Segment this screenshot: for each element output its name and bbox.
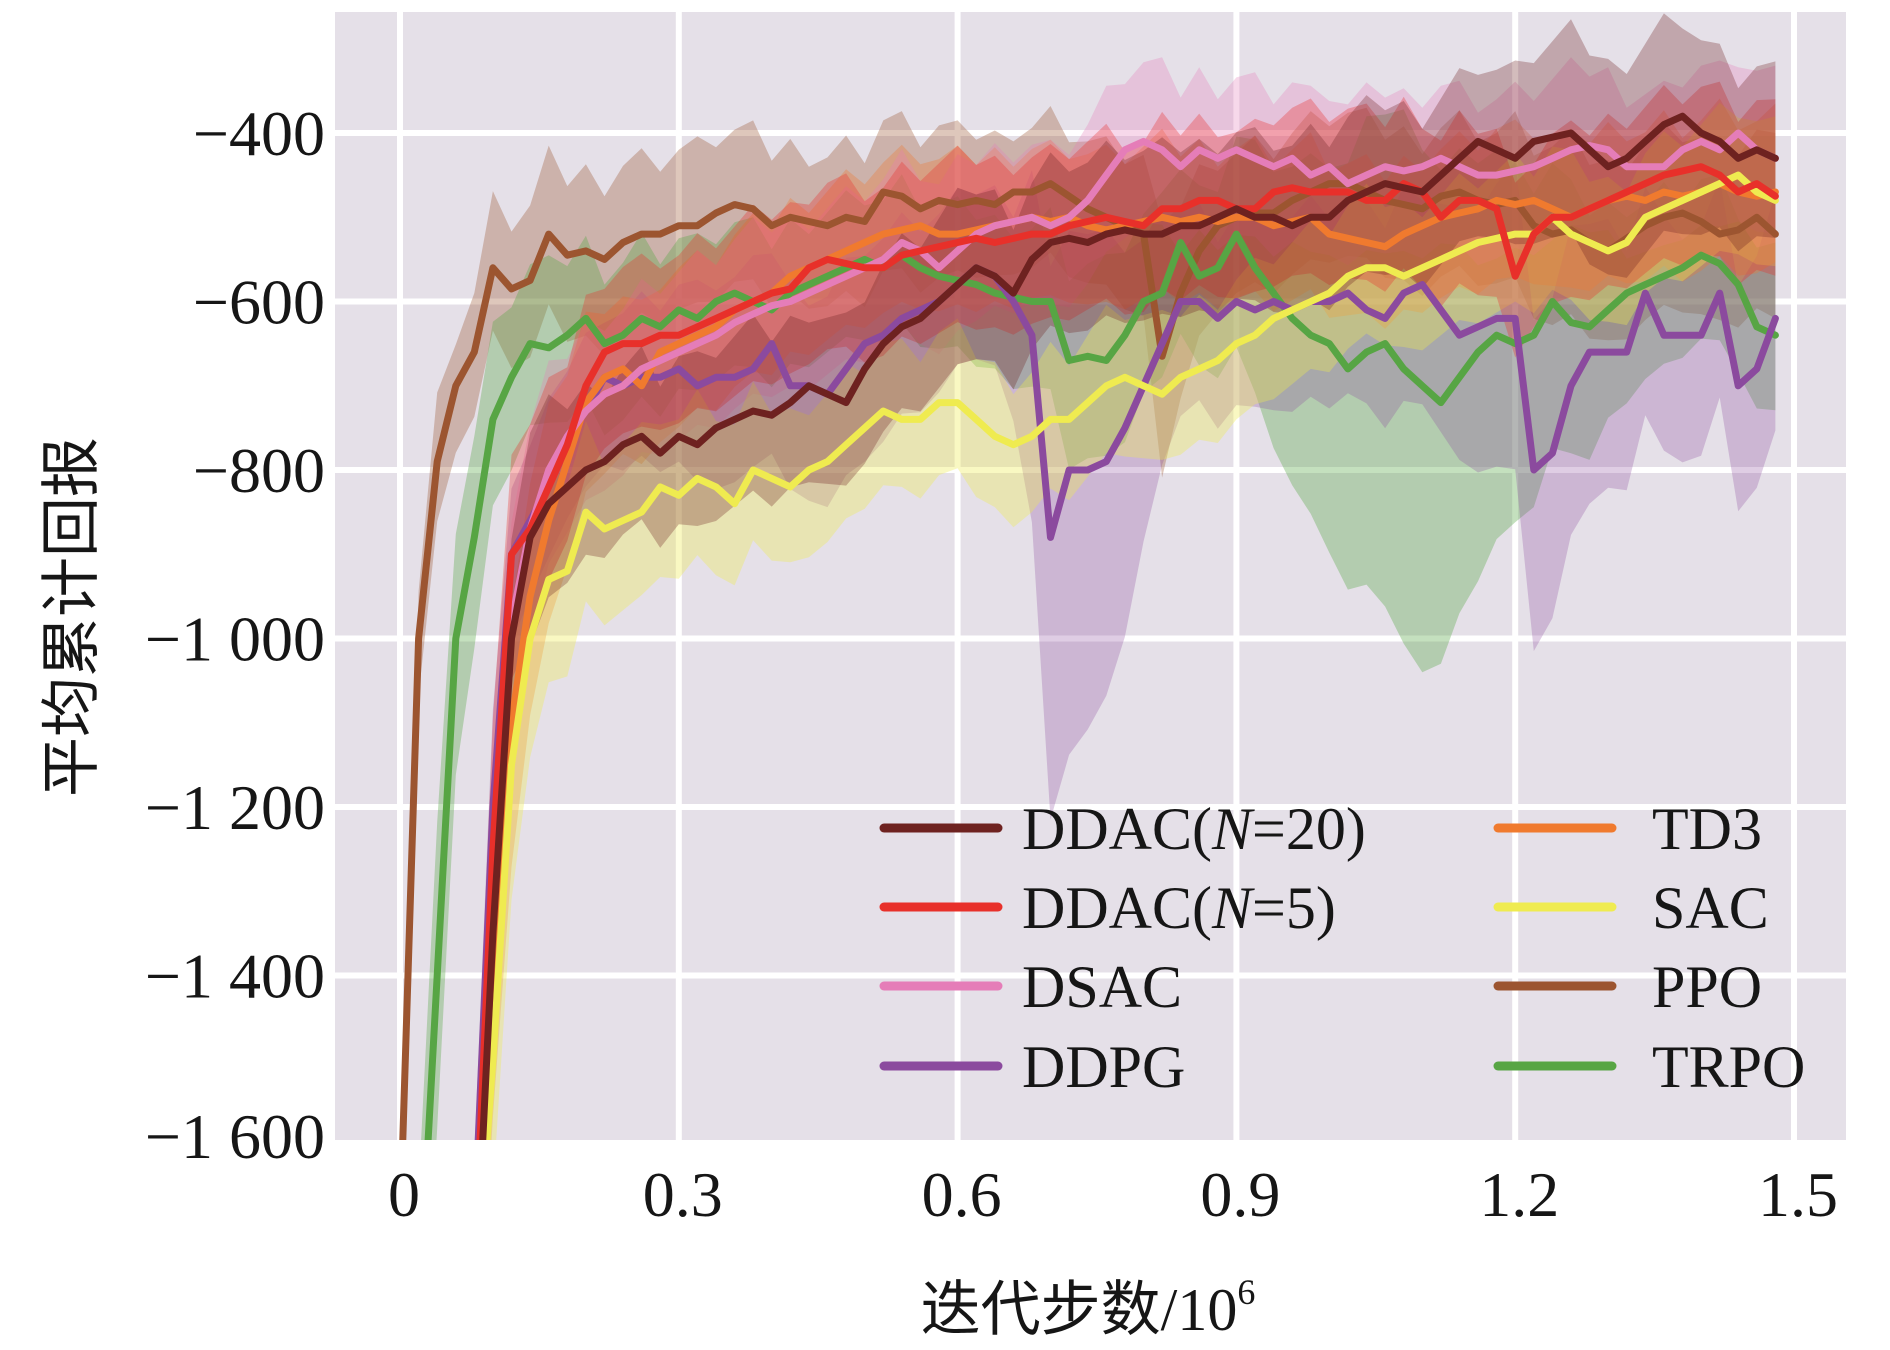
legend-item: TD3	[1493, 796, 1762, 862]
band-dsac	[475, 57, 1776, 1140]
y-tick-label: −1 600	[145, 1101, 325, 1172]
y-tick-label: −400	[193, 98, 325, 169]
x-tick-label: 0.3	[643, 1159, 723, 1230]
x-tick-labels: 0 0.3 0.6 0.9 1.2 1.5	[388, 1159, 1838, 1230]
x-tick-label: 0	[388, 1159, 420, 1230]
x-tick-label: 1.5	[1758, 1159, 1838, 1230]
x-axis-title-exponent: 6	[1237, 1272, 1255, 1312]
legend-item: TRPO	[1493, 1034, 1805, 1100]
band-sac	[482, 102, 1776, 1140]
y-tick-label: −1 200	[145, 772, 325, 843]
band-ddac-n-5-	[475, 81, 1776, 1140]
x-tick-label: 0.6	[922, 1159, 1002, 1230]
legend-label: SAC	[1652, 875, 1769, 941]
y-tick-label: −800	[193, 435, 325, 506]
legend-item: SAC	[1493, 875, 1769, 941]
legend-item: PPO	[1493, 954, 1762, 1020]
y-tick-labels: −400 −600 −800 −1 000 −1 200 −1 400 −1 600	[145, 98, 325, 1172]
legend-label: DDAC(N=5)	[1022, 875, 1336, 941]
y-tick-label: −1 400	[145, 941, 325, 1012]
legend-label: DSAC	[1022, 954, 1182, 1020]
legend: DDAC(N=20) DDAC(N=5) DSAC DDPG TD3 SAC PPO TRPO	[879, 796, 1805, 1100]
band-ppo	[402, 106, 1776, 1140]
x-axis-title: 迭代步数/106	[921, 1272, 1256, 1343]
legend-item: DDPG	[879, 1034, 1185, 1100]
series-lines	[399, 112, 1779, 1140]
x-tick-label: 1.2	[1479, 1159, 1559, 1230]
band-trpo	[421, 109, 1776, 1140]
x-axis-title-main: 迭代步数/10	[921, 1277, 1238, 1343]
band-ddpg	[474, 161, 1776, 1140]
legend-item: DDAC(N=5)	[879, 875, 1336, 941]
y-tick-label: −1 000	[145, 604, 325, 675]
y-tick-label: −600	[193, 267, 325, 338]
band-ddac-n-20-	[480, 13, 1776, 1140]
legend-label: DDPG	[1022, 1034, 1185, 1100]
legend-label: PPO	[1652, 954, 1762, 1020]
legend-label: TRPO	[1652, 1034, 1805, 1100]
legend-label: TD3	[1652, 796, 1762, 862]
legend-item: DDAC(N=20)	[879, 796, 1366, 862]
y-axis-title: 平均累计回报	[39, 437, 105, 797]
legend-item: DSAC	[879, 954, 1182, 1020]
legend-label: DDAC(N=20)	[1022, 796, 1366, 862]
x-tick-label: 0.9	[1200, 1159, 1280, 1230]
